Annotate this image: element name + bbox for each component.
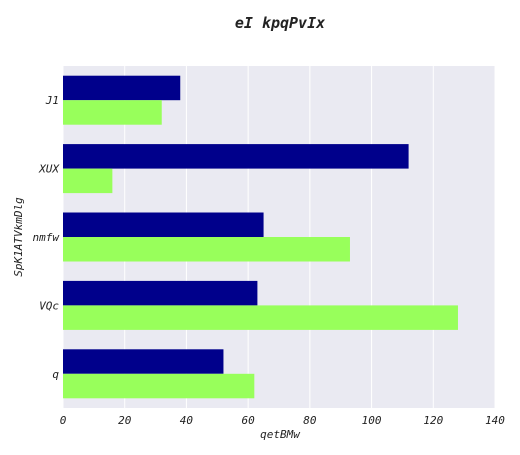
x-tick-label: 0 [60, 414, 67, 427]
y-tick-label: J1 [45, 94, 59, 107]
x-axis-label: qetBMw [260, 428, 301, 441]
x-tick-label: 120 [423, 414, 443, 427]
bar [63, 212, 264, 237]
bar [63, 75, 181, 101]
x-tick-label: 40 [180, 414, 194, 427]
x-tick-labels: 0 20 40 60 80 100 120 140 [60, 414, 506, 427]
y-tick-label: VQc [39, 299, 59, 312]
bar [63, 349, 224, 374]
x-tick-label: 140 [485, 414, 505, 427]
bars [63, 75, 458, 399]
x-tick-label: 20 [118, 414, 132, 427]
y-axis-label: SpK1ATVkmDlg [12, 197, 25, 277]
x-tick-label: 100 [362, 414, 382, 427]
y-tick-label: nmfw [33, 231, 61, 244]
y-tick-label: q [52, 368, 59, 381]
chart-title: eI kpqPvIx [235, 14, 325, 32]
bar [63, 280, 258, 306]
bar [63, 168, 113, 194]
x-tick-label: 80 [303, 414, 317, 427]
x-tick-label: 60 [242, 414, 256, 427]
y-tick-labels: J1 XUX nmfw VQc q [33, 94, 61, 381]
bar [63, 144, 409, 169]
y-tick-label: XUX [38, 163, 60, 176]
bar [63, 237, 350, 262]
bar [63, 373, 255, 399]
bar [63, 100, 162, 125]
bar [63, 305, 458, 330]
